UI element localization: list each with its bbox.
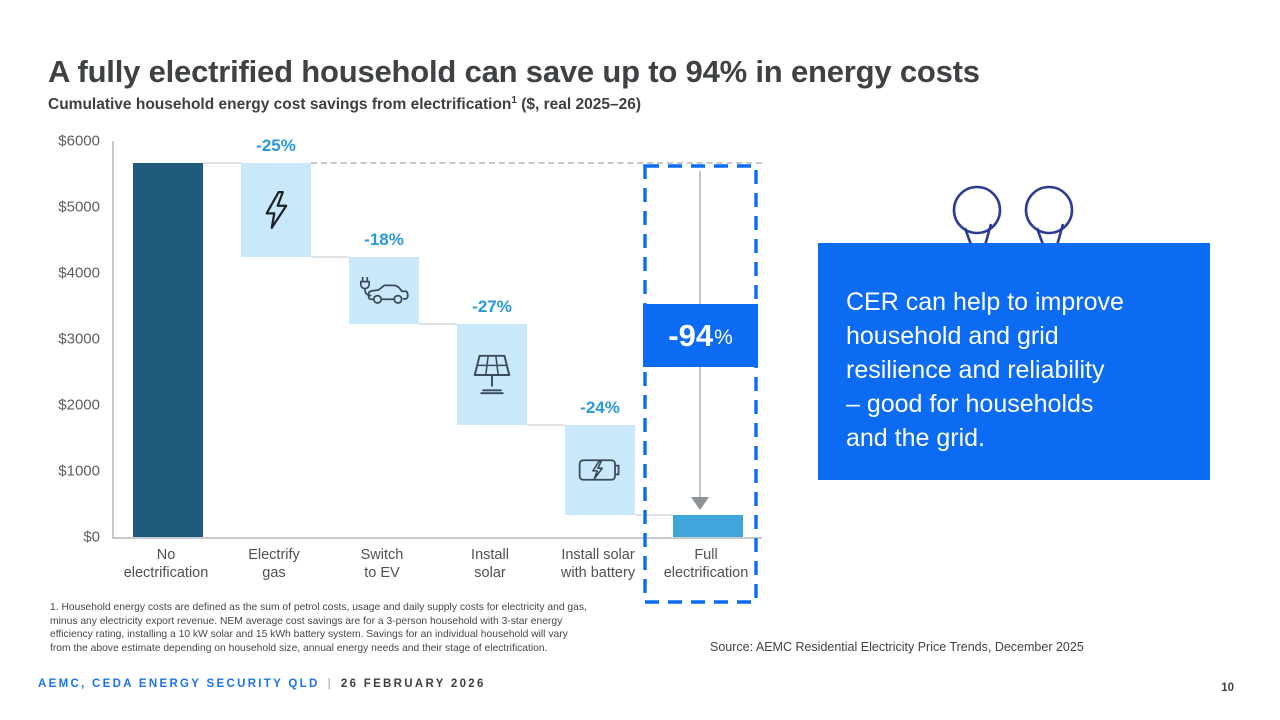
y-axis-tick: $3000 <box>58 330 100 348</box>
bar-electrify-gas <box>241 163 311 257</box>
y-axis-tick: $2000 <box>58 396 100 414</box>
x-axis-label-install-solar: Install solar <box>471 547 509 581</box>
reference-dashed-line <box>311 162 762 165</box>
lightning-icon <box>241 163 311 256</box>
x-axis-label-switch-to-ev: Switch to EV <box>360 547 404 581</box>
footnote: 1. Household energy costs are defined as… <box>50 602 587 654</box>
footer-brand: AEMC, CEDA ENERGY SECURITY QLD <box>38 678 320 690</box>
bar-no-electrification <box>133 163 203 537</box>
y-axis-tick: $4000 <box>58 264 100 282</box>
waterfall-plot: -25% -18% -27% -24% <box>112 136 762 539</box>
y-axis-tick: $1000 <box>58 462 100 480</box>
y-axis-tick: $0 <box>83 528 100 546</box>
x-axis-label-install-solar-with-battery: Install solar with battery <box>560 547 636 581</box>
chart-subtitle-text: Cumulative household energy cost savings… <box>48 96 512 114</box>
slide-title: A fully electrified household can save u… <box>48 53 980 89</box>
footer-date: 26 FEBRUARY 2026 <box>340 678 486 690</box>
savings-arrow-head-icon <box>691 497 709 510</box>
footer-separator: | <box>327 678 333 690</box>
x-axis-label-no-electrification: No electrification <box>123 547 209 581</box>
y-axis-tick: $5000 <box>58 198 100 216</box>
chart-subtitle-unit: ($, real 2025–26) <box>516 96 642 114</box>
step-connector <box>527 424 565 427</box>
footnote-marker: 1 <box>511 95 517 106</box>
callout-box: CER can help to improve household and gr… <box>818 243 1210 480</box>
pct-label-install-solar: -27% <box>472 297 512 317</box>
ev-car-icon <box>349 257 419 324</box>
pct-label-install-solar-with-battery: -24% <box>580 398 620 418</box>
bar-install-solar-with-battery <box>565 425 635 515</box>
waterfall-chart: -25% -18% -27% -24% -94 % $6000 $5000 $4000 $3… <box>48 132 818 614</box>
solar-panel-icon <box>457 324 527 425</box>
x-axis-label-electrify-gas: Electrify gas <box>248 547 300 581</box>
chart-subtitle: Cumulative household energy cost savings… <box>48 95 948 114</box>
slide-footer: AEMC, CEDA ENERGY SECURITY QLD | 26 FEBRUA… <box>38 678 486 690</box>
total-savings-percent-sign: % <box>714 325 733 349</box>
battery-icon <box>565 425 635 515</box>
step-connector <box>419 323 457 326</box>
bar-full-electrification <box>673 514 743 537</box>
y-axis-tick: $6000 <box>58 132 100 150</box>
total-savings-value: -94 <box>668 317 714 353</box>
pct-label-switch-to-ev: -18% <box>364 229 404 249</box>
total-savings-badge: -94 % <box>643 304 758 367</box>
step-connector <box>635 513 673 516</box>
bar-install-solar <box>457 324 527 426</box>
bar-switch-to-ev <box>349 256 419 325</box>
pct-label-electrify-gas: -25% <box>256 136 296 156</box>
source-note: Source: AEMC Residential Electricity Pri… <box>710 640 1084 654</box>
step-connector <box>311 255 349 258</box>
x-axis-label-full-electrification: Full electrification <box>663 547 749 581</box>
step-connector <box>203 162 241 165</box>
page-number: 10 <box>1221 682 1234 694</box>
